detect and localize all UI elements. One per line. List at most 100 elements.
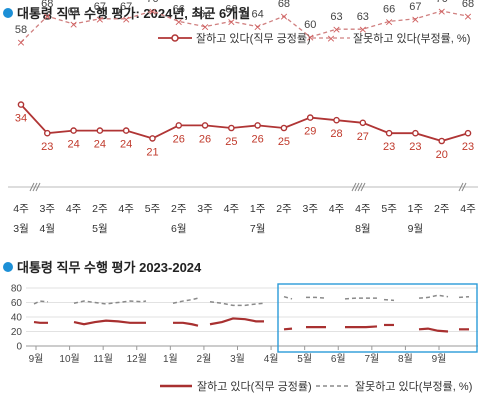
approve-data-label: 25 bbox=[225, 136, 237, 148]
x-tick-label: 2월 bbox=[197, 353, 212, 365]
approve-data-label: 25 bbox=[278, 136, 290, 148]
approve-point bbox=[254, 122, 261, 129]
approve-point bbox=[149, 135, 156, 142]
disapprove-point-marker: × bbox=[95, 13, 104, 26]
x-tick-label: 6월 bbox=[331, 353, 346, 365]
legend1-disapprove-marker: × bbox=[326, 32, 335, 45]
week-tick-label: 3주 bbox=[197, 203, 213, 215]
week-tick-label: 2주 bbox=[171, 203, 187, 215]
disapprove-point-marker: × bbox=[253, 21, 262, 34]
week-tick-label: 4주 bbox=[329, 203, 345, 215]
disapprove-point-marker: × bbox=[306, 31, 315, 44]
approve-point bbox=[175, 122, 183, 129]
disapprove-data-label: 67 bbox=[94, 1, 106, 13]
approve-point bbox=[96, 127, 104, 134]
approve-point bbox=[70, 127, 77, 134]
disapprove-point-marker: × bbox=[69, 18, 78, 31]
disapprove-point-marker: × bbox=[148, 5, 157, 18]
week-tick-label: 4주 bbox=[224, 203, 240, 215]
approve-point bbox=[17, 101, 25, 108]
y-tick-label: 80 bbox=[11, 284, 23, 295]
chart1-title: 대통령 직무 수행 평가: 2024년, 최근 6개월 bbox=[17, 6, 250, 21]
disapprove-data-label: 58 bbox=[15, 24, 27, 36]
title-bullet-icon bbox=[3, 262, 13, 272]
week-tick-label: 2주 bbox=[434, 203, 450, 215]
x-tick-label: 12월 bbox=[127, 353, 147, 365]
disapprove-data-label: 63 bbox=[357, 11, 369, 23]
approve-point bbox=[333, 116, 340, 124]
approve-data-label: 23 bbox=[383, 141, 395, 153]
disapprove-data-label: 64 bbox=[199, 9, 211, 21]
month-tick-label: 6월 bbox=[171, 223, 187, 235]
x-tick-label: 11월 bbox=[93, 353, 113, 365]
disapprove-point-marker: × bbox=[174, 15, 183, 28]
disapprove-data-label: 68 bbox=[278, 0, 290, 10]
disapprove-data-label: 66 bbox=[225, 3, 237, 15]
approve-data-label: 26 bbox=[173, 133, 185, 145]
approve-data-label: 24 bbox=[120, 139, 132, 151]
week-tick-label: 3주 bbox=[302, 203, 318, 215]
legend1-approve-label: 잘하고 있다(직무 긍정률) bbox=[196, 31, 311, 45]
disapprove-point-marker: × bbox=[385, 15, 394, 28]
approve-data-label: 26 bbox=[199, 133, 211, 145]
week-tick-label: 2주 bbox=[92, 203, 108, 215]
approve-point bbox=[438, 137, 446, 145]
approve-trend-segment bbox=[418, 327, 449, 333]
disapprove-point-marker: × bbox=[227, 15, 236, 28]
week-tick-label: 1주 bbox=[250, 203, 266, 215]
week-tick-label: 4주 bbox=[13, 203, 29, 215]
week-tick-label: 1주 bbox=[408, 203, 424, 215]
month-tick-label: 8월 bbox=[355, 223, 371, 235]
x-tick-label: 9월 bbox=[29, 353, 44, 365]
disapprove-trend-segment bbox=[73, 300, 147, 305]
y-tick-label: 20 bbox=[11, 327, 23, 338]
disapprove-trend-segment bbox=[306, 296, 327, 299]
week-tick-label: 5주 bbox=[381, 203, 397, 215]
axis-break-mark bbox=[32, 182, 38, 192]
disapprove-point-marker: × bbox=[43, 10, 52, 23]
disapprove-data-label: 67 bbox=[409, 1, 421, 13]
axis-break-mark bbox=[29, 182, 35, 192]
y-tick-label: 40 bbox=[11, 313, 23, 324]
disapprove-data-label: 65 bbox=[67, 6, 79, 18]
approve-data-label: 24 bbox=[94, 139, 106, 151]
x-tick-label: 4월 bbox=[264, 353, 279, 365]
disapprove-data-label: 68 bbox=[462, 0, 474, 10]
disapprove-data-label: 63 bbox=[330, 11, 342, 23]
disapprove-data-label: 67 bbox=[120, 1, 132, 13]
disapprove-point-marker: × bbox=[122, 13, 131, 26]
axis-break-mark bbox=[357, 182, 363, 192]
axis-break-mark bbox=[35, 182, 41, 192]
approve-data-label: 23 bbox=[462, 141, 474, 153]
approve-data-label: 23 bbox=[41, 141, 53, 153]
month-tick-label: 4월 bbox=[40, 223, 56, 235]
week-tick-label: 4주 bbox=[66, 203, 82, 215]
month-tick-label: 7월 bbox=[250, 223, 266, 235]
disapprove-point-marker: × bbox=[358, 23, 367, 36]
legend2-disapprove-label: 잘못하고 있다(부정률, %) bbox=[355, 379, 472, 393]
title-bullet-icon bbox=[3, 8, 13, 18]
disapprove-data-label: 66 bbox=[173, 3, 185, 15]
approve-series-line bbox=[20, 103, 469, 142]
x-tick-label: 8월 bbox=[398, 353, 413, 365]
approve-data-label: 28 bbox=[330, 128, 342, 140]
disapprove-point-marker: × bbox=[279, 10, 288, 23]
y-tick-label: 0 bbox=[16, 342, 22, 353]
week-tick-label: 2주 bbox=[276, 203, 292, 215]
approve-point bbox=[464, 129, 472, 137]
disapprove-trend-segment bbox=[172, 297, 199, 304]
x-tick-label: 3월 bbox=[230, 353, 245, 365]
axis-break-mark bbox=[351, 182, 357, 192]
disapprove-data-label: 66 bbox=[383, 3, 395, 15]
legend2-approve-label: 잘하고 있다(직무 긍정률) bbox=[197, 379, 312, 393]
month-tick-label: 9월 bbox=[408, 223, 424, 235]
y-tick-label: 60 bbox=[11, 298, 23, 309]
disapprove-point-marker: × bbox=[411, 13, 420, 26]
x-tick-label: 5월 bbox=[297, 353, 312, 365]
approve-trend-segment bbox=[209, 317, 264, 326]
x-tick-label: 9월 bbox=[432, 353, 447, 365]
axis-break-mark bbox=[360, 182, 366, 192]
disapprove-trend-segment bbox=[344, 297, 377, 300]
